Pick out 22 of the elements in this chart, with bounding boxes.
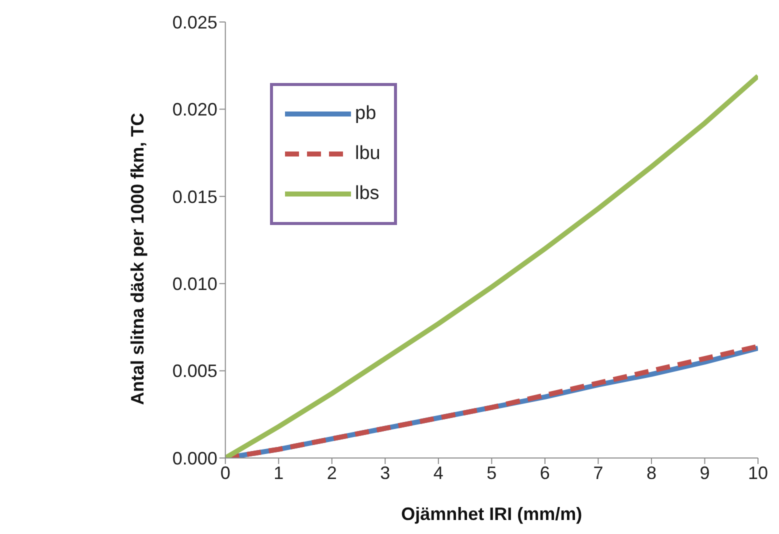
y-axis-title: Antal slitna däck per 1000 fkm, TC: [128, 112, 148, 405]
legend-label: pb: [355, 103, 376, 125]
x-tick-label: 3: [380, 462, 390, 483]
x-tick-label: 5: [486, 462, 497, 483]
y-tick-label: 0.015: [172, 186, 218, 207]
legend-label: lbs: [355, 183, 380, 205]
legend-label: lbu: [355, 143, 380, 165]
x-tick-label: 4: [433, 462, 444, 483]
y-tick-label: 0.020: [172, 100, 218, 120]
x-tick-label: 8: [646, 462, 656, 483]
y-tick-label: 0.000: [172, 448, 218, 468]
x-tick-label: 9: [700, 462, 710, 483]
y-tick-label: 0.010: [172, 274, 218, 294]
y-tick-label: 0.025: [172, 12, 218, 32]
x-tick-label: 7: [593, 462, 604, 483]
y-tick-label: 0.005: [172, 361, 218, 382]
x-tick-label: 0: [220, 462, 230, 483]
x-tick-label: 6: [540, 462, 550, 483]
x-axis-title: Ojämnhet IRI (mm/m): [401, 504, 582, 524]
x-tick-label: 1: [274, 462, 284, 483]
x-tick-label: 10: [748, 462, 768, 483]
x-tick-label: 2: [326, 462, 337, 483]
